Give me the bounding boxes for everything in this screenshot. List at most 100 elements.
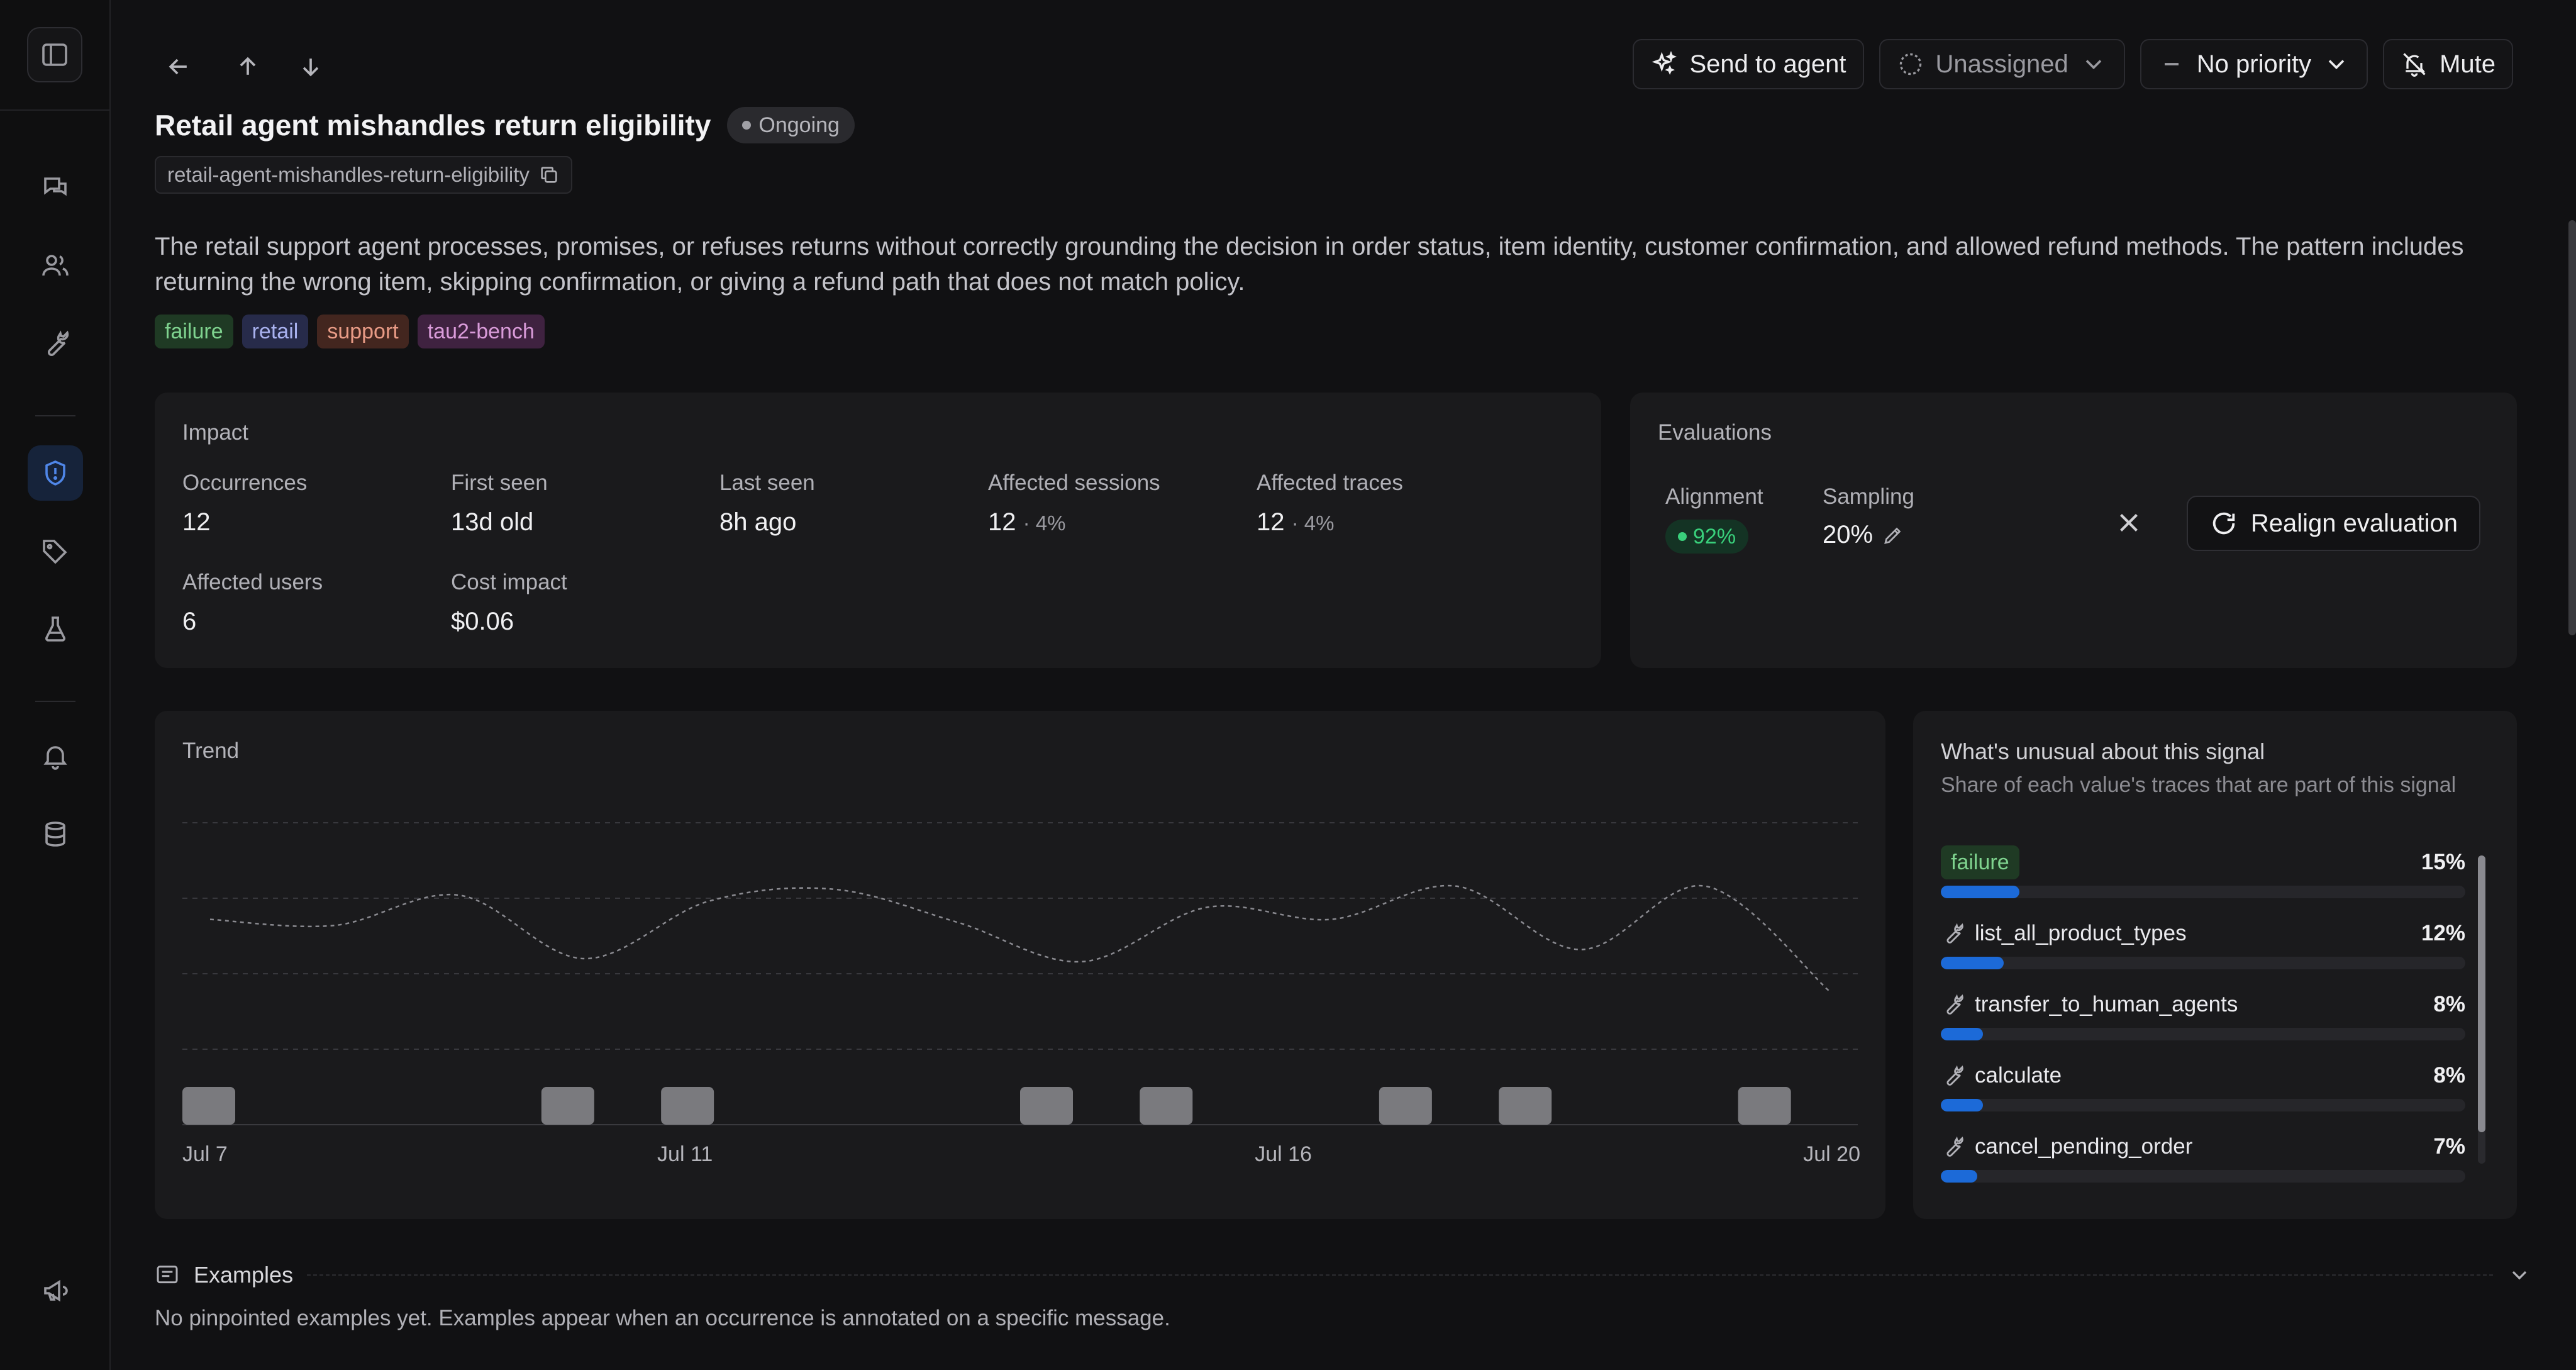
- chevron-down-icon: [2328, 60, 2345, 70]
- assignee-select[interactable]: Unassigned: [1879, 39, 2125, 89]
- nav-tools[interactable]: [28, 316, 83, 371]
- tool-name: calculate: [1975, 1063, 2062, 1088]
- row-label: calculate: [1941, 1063, 2062, 1088]
- row-label: list_all_product_types: [1941, 921, 2187, 946]
- evaluations-panel: Evaluations Alignment 92% Sampling 20% R…: [1630, 393, 2517, 668]
- unusual-row[interactable]: cancel_pending_order 7%: [1941, 1130, 2465, 1183]
- mute-button[interactable]: Mute: [2383, 39, 2513, 89]
- nav-conversations[interactable]: [28, 160, 83, 215]
- tag-tau2-bench[interactable]: tau2-bench: [417, 315, 545, 348]
- tag-retail[interactable]: retail: [242, 315, 309, 348]
- metric-affected-sessions: Affected sessions 12 · 4%: [988, 471, 1160, 537]
- metric-label: Last seen: [719, 471, 815, 495]
- alignment-metric: Alignment 92%: [1665, 484, 1763, 554]
- impact-title: Impact: [182, 420, 249, 445]
- unusual-row[interactable]: calculate 8%: [1941, 1059, 2465, 1111]
- nav-users[interactable]: [28, 238, 83, 293]
- tag-failure[interactable]: failure: [155, 315, 233, 348]
- realign-evaluation-button[interactable]: Realign evaluation: [2186, 496, 2480, 551]
- examples-empty-message: No pinpointed examples yet. Examples app…: [155, 1306, 1170, 1330]
- tool-name: cancel_pending_order: [1975, 1134, 2193, 1159]
- alignment-label: Alignment: [1665, 484, 1763, 509]
- tag-support[interactable]: support: [317, 315, 409, 348]
- row-header: list_all_product_types 12%: [1941, 916, 2465, 950]
- title-row: Retail agent mishandles return eligibili…: [155, 107, 855, 143]
- share-bar-fill: [1941, 1028, 1983, 1040]
- tool-name: transfer_to_human_agents: [1975, 992, 2238, 1016]
- arrow-down-icon: [303, 58, 319, 77]
- examples-section-header[interactable]: Examples: [155, 1262, 2532, 1288]
- chart-bar: [1140, 1087, 1193, 1125]
- metric-last-seen: Last seen 8h ago: [719, 471, 815, 537]
- arrow-left-icon: [169, 58, 187, 75]
- sampling-edit[interactable]: 20%: [1823, 521, 1914, 549]
- issue-description: The retail support agent processes, prom…: [155, 233, 2464, 296]
- row-label: transfer_to_human_agents: [1941, 992, 2238, 1017]
- metric-label: Cost impact: [451, 570, 567, 594]
- page-title: Retail agent mishandles return eligibili…: [155, 109, 711, 142]
- chevron-down-icon[interactable]: [2507, 1262, 2532, 1288]
- share-bar-fill: [1941, 957, 2004, 969]
- trend-title: Trend: [182, 738, 240, 763]
- status-dot-icon: [1678, 532, 1687, 541]
- nav-issues[interactable]: [28, 445, 83, 501]
- header-actions: Send to agent Unassigned No priority Mut…: [1633, 39, 2513, 89]
- slug-text: retail-agent-mishandles-return-eligibili…: [167, 163, 530, 186]
- row-percent: 12%: [2421, 921, 2465, 945]
- metric-value: 13d old: [451, 508, 534, 536]
- sampling-metric: Sampling 20%: [1823, 484, 1914, 549]
- send-to-agent-button[interactable]: Send to agent: [1633, 39, 1864, 89]
- bell-off-icon: [2403, 53, 2426, 77]
- row-header: calculate 8%: [1941, 1059, 2465, 1093]
- arrow-up-icon: [240, 57, 256, 75]
- evaluations-title: Evaluations: [1658, 420, 1772, 445]
- unusual-scrollbar[interactable]: [2478, 855, 2485, 1164]
- nav-datasets[interactable]: [28, 806, 83, 862]
- trend-panel: Trend Jul 7 Jul 11 Jul 16 Jul 20: [155, 711, 1885, 1219]
- send-to-agent-label: Send to agent: [1689, 50, 1846, 78]
- row-header: transfer_to_human_agents 8%: [1941, 988, 2465, 1022]
- unusual-row[interactable]: transfer_to_human_agents 8%: [1941, 988, 2465, 1040]
- status-dot-icon: [742, 121, 752, 130]
- sidebar-divider: [35, 701, 75, 702]
- scrollbar-thumb[interactable]: [2478, 855, 2485, 1132]
- metric-value: 12: [182, 508, 211, 536]
- tool-name: list_all_product_types: [1975, 921, 2187, 945]
- wrench-icon: [1946, 994, 1963, 1015]
- nav-tags[interactable]: [28, 523, 83, 579]
- sampling-value: 20%: [1823, 521, 1874, 549]
- share-bar-fill: [1941, 886, 2020, 898]
- metric-percent: · 4%: [1023, 511, 1066, 535]
- metric-label: Affected traces: [1257, 471, 1403, 495]
- nav-alerts[interactable]: [28, 728, 83, 784]
- previous-issue-button[interactable]: [225, 44, 270, 89]
- refresh-icon: [2212, 512, 2235, 535]
- examples-title: Examples: [194, 1262, 294, 1288]
- nav-announcements[interactable]: [28, 1263, 83, 1318]
- share-bar-track: [1941, 1099, 2465, 1111]
- chevron-down-icon: [2085, 60, 2102, 70]
- page-scrollbar[interactable]: [2568, 220, 2576, 635]
- alignment-value: 92%: [1693, 524, 1736, 549]
- chart-bar: [1020, 1087, 1073, 1125]
- sparkles-icon: [1652, 50, 1677, 75]
- next-issue-button[interactable]: [288, 44, 333, 89]
- wrench-icon: [1946, 1136, 1963, 1157]
- row-label: cancel_pending_order: [1941, 1134, 2192, 1159]
- unusual-title: What's unusual about this signal: [1941, 738, 2265, 764]
- priority-select[interactable]: No priority: [2140, 39, 2368, 89]
- priority-label: No priority: [2196, 50, 2312, 78]
- share-bar-track: [1941, 1170, 2465, 1183]
- nav-experiments[interactable]: [28, 601, 83, 657]
- metric-cost-impact: Cost impact $0.06: [451, 570, 567, 636]
- unusual-row[interactable]: failure 15%: [1941, 845, 2465, 898]
- megaphone-icon: [44, 1279, 68, 1302]
- close-icon[interactable]: [2113, 507, 2145, 538]
- unassigned-icon: [1899, 53, 1921, 75]
- row-percent: 15%: [2421, 850, 2465, 874]
- sidebar-toggle-button[interactable]: [27, 27, 82, 82]
- back-button[interactable]: [156, 44, 201, 89]
- unusual-row[interactable]: list_all_product_types 12%: [1941, 916, 2465, 969]
- chart-bar: [661, 1087, 714, 1125]
- slug-copy-button[interactable]: retail-agent-mishandles-return-eligibili…: [155, 156, 572, 194]
